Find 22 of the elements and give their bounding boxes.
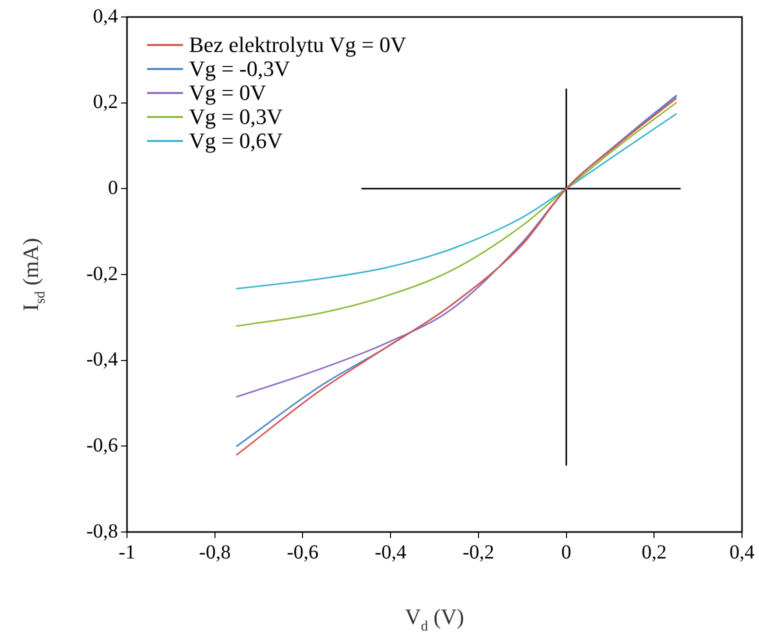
legend-label: Vg = 0,6V: [189, 128, 283, 153]
y-tick-label: 0: [108, 176, 118, 199]
y-tick-label: 0,4: [93, 5, 118, 28]
y-axis-title: Isd (mA): [18, 238, 49, 312]
line-series: [236, 102, 677, 327]
x-tick-label: 0,2: [642, 541, 667, 564]
x-tick-label: -0,8: [199, 541, 231, 564]
y-tick-label: -0,4: [86, 348, 118, 371]
legend-label: Vg = 0,3V: [189, 104, 283, 129]
x-tick-label: -1: [118, 541, 136, 564]
x-tick-label: -0,4: [374, 541, 406, 564]
legend-label: Vg = -0,3V: [189, 56, 290, 81]
x-tick-label: 0: [561, 541, 572, 564]
x-tick-label: -0,2: [462, 541, 494, 564]
y-tick-label: -0,8: [86, 520, 118, 542]
x-tick-label: -0,6: [286, 541, 319, 564]
y-tick-label: 0,2: [93, 91, 118, 114]
legend-label: Vg = 0V: [189, 80, 266, 105]
x-tick-label: 0,4: [730, 541, 754, 564]
legend-label: Bez elektrolytu Vg = 0V: [189, 32, 406, 57]
y-tick-label: -0,2: [86, 262, 118, 285]
y-tick-label: -0,6: [86, 434, 118, 456]
